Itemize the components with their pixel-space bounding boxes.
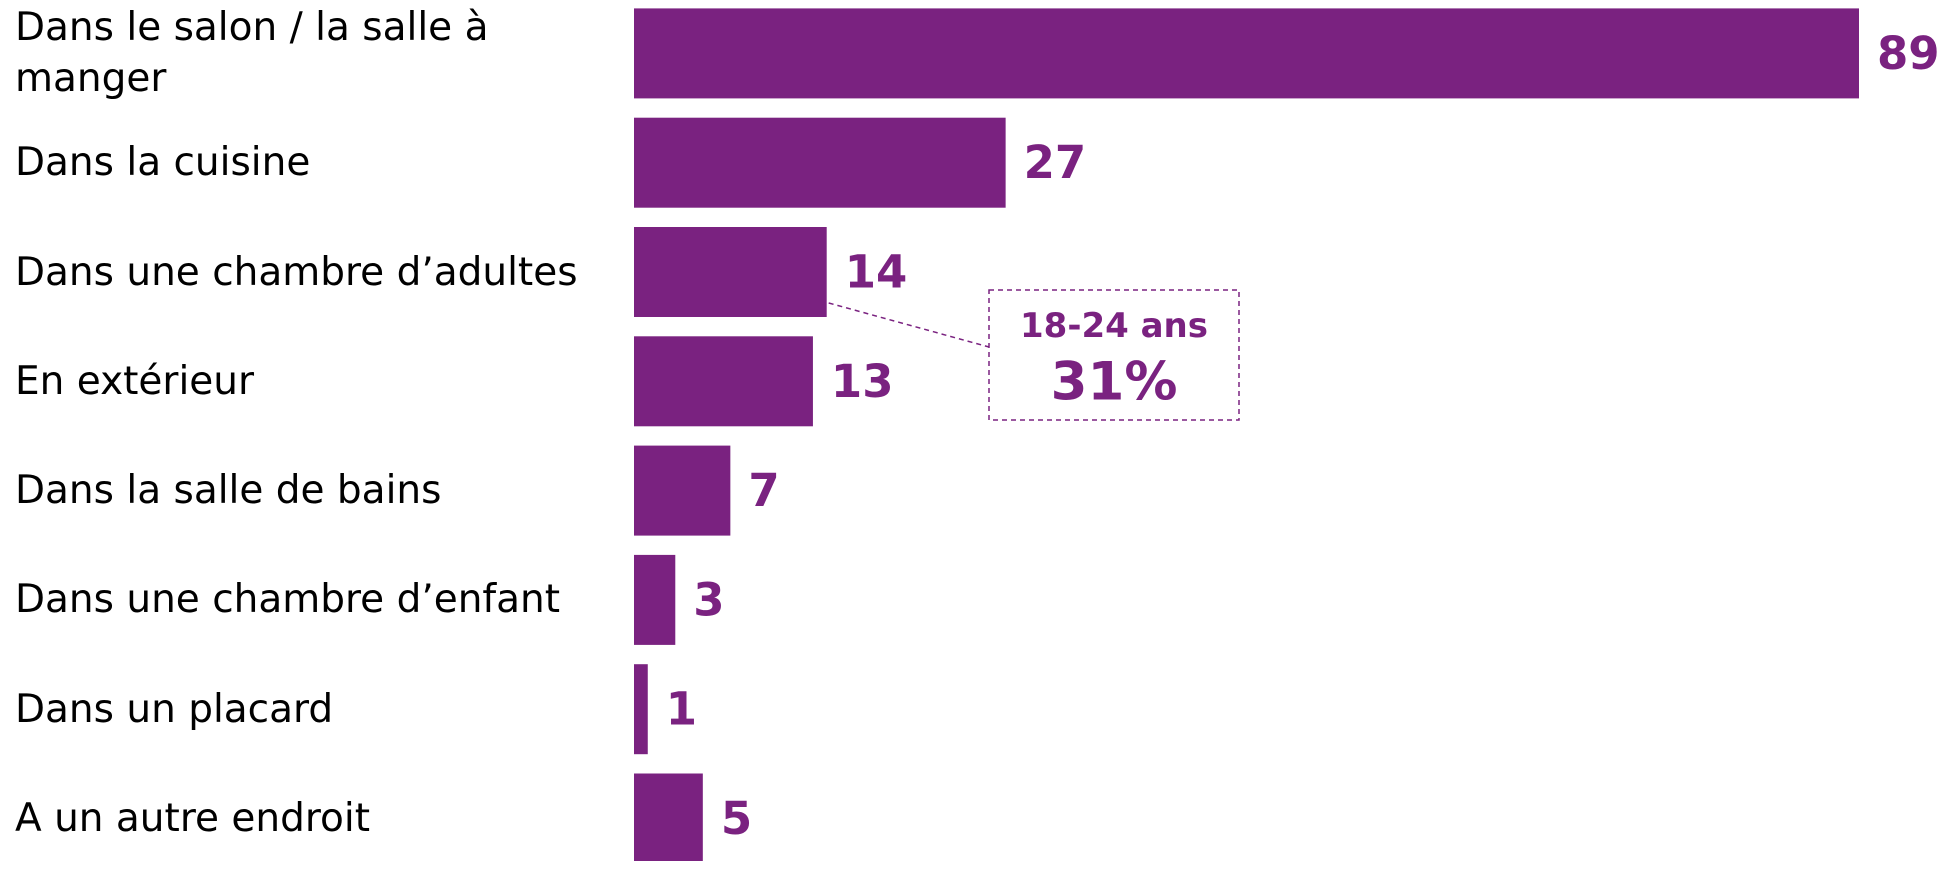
value-label: 27 <box>1024 136 1087 189</box>
annotation-connector <box>828 302 990 348</box>
category-label: Dans un placard <box>15 686 334 732</box>
value-label: 1 <box>666 683 697 736</box>
category-label: Dans la salle de bains <box>15 468 442 514</box>
bar <box>634 8 1859 99</box>
bar <box>634 117 1006 208</box>
value-label: 7 <box>748 464 779 517</box>
category-label: A un autre endroit <box>15 796 371 841</box>
value-label: 89 <box>1877 27 1940 80</box>
bar <box>634 773 703 864</box>
category-label: Dans une chambre d’enfant <box>15 577 561 623</box>
bar <box>634 336 813 427</box>
annotation-text: 18-24 ans <box>1020 306 1208 346</box>
value-label: 5 <box>721 792 752 845</box>
category-label: En extérieur <box>15 358 255 404</box>
annotation-value: 31% <box>1051 352 1178 413</box>
bar <box>634 554 676 645</box>
bar <box>634 664 648 755</box>
bar <box>634 227 827 317</box>
value-label: 3 <box>693 573 724 626</box>
category-label: Dans une chambre d’adultes <box>15 249 578 295</box>
category-label: Dans la cuisine <box>15 140 311 186</box>
value-label: 14 <box>845 246 908 299</box>
annotation-box <box>988 289 1240 421</box>
category-label: Dans le salon / la salle à manger <box>15 5 489 102</box>
value-label: 13 <box>831 355 894 408</box>
bar <box>634 445 731 536</box>
